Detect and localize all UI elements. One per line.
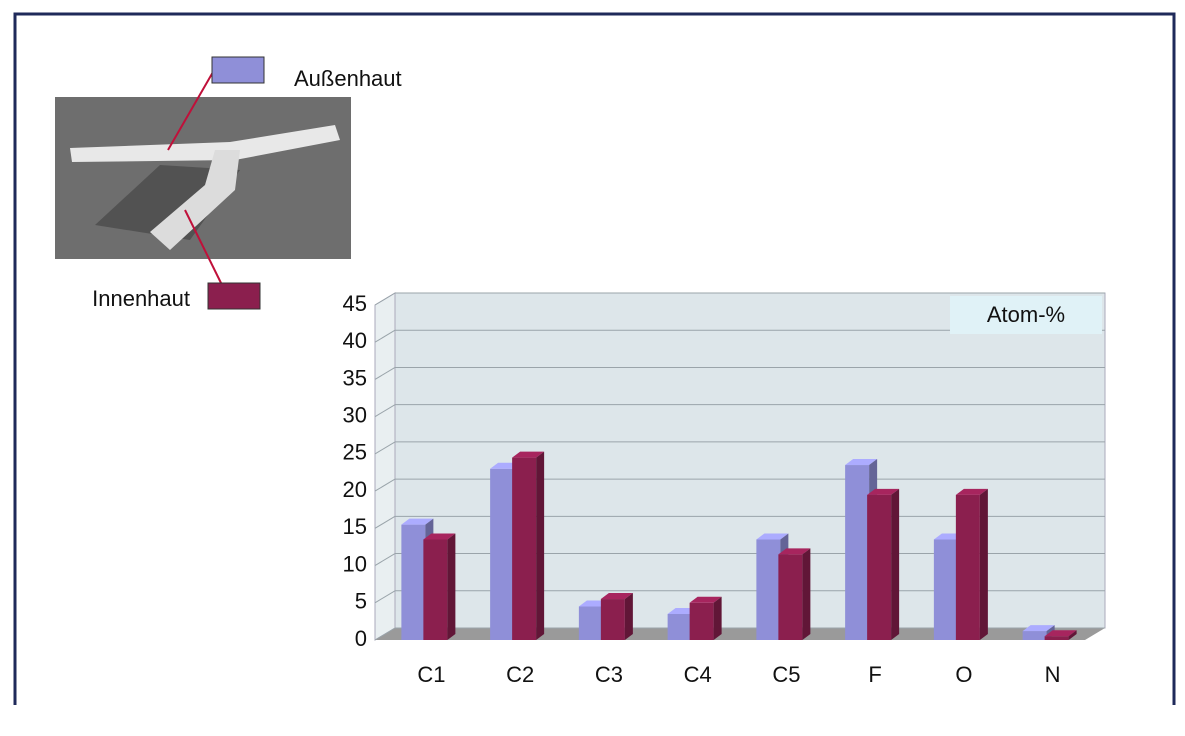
bar-side (891, 488, 900, 640)
legend-swatch (207, 282, 261, 310)
bar-top (401, 518, 434, 525)
floor (375, 628, 1105, 640)
x-tick-label: O (955, 662, 972, 687)
bar-side (1068, 630, 1077, 640)
bar-side (802, 548, 811, 640)
bar-side (979, 488, 988, 640)
bar (955, 494, 980, 640)
bar-side (624, 593, 633, 640)
bar (845, 465, 870, 640)
bar (756, 539, 781, 640)
bar (1044, 636, 1069, 640)
bar-top (845, 459, 878, 466)
unit-box (950, 296, 1102, 334)
bar (778, 554, 803, 640)
side-wall (374, 292, 396, 641)
bar-top (600, 593, 633, 600)
bar (423, 539, 448, 640)
bar (512, 457, 537, 640)
bar (578, 606, 603, 640)
bar-side (536, 451, 545, 640)
bar-top (1022, 625, 1055, 632)
grid-line (374, 478, 396, 492)
x-tick-label: C2 (506, 662, 534, 687)
grid-line (374, 627, 396, 641)
bar-top (689, 596, 722, 603)
legend-label: Außenhaut (294, 66, 402, 91)
legend-label: Innenhaut (92, 286, 190, 311)
y-tick-label: 25 (343, 440, 367, 465)
legend-swatch (211, 56, 265, 84)
bar-top (756, 533, 789, 540)
bar-top (1044, 630, 1077, 637)
grid-line (374, 292, 396, 306)
grid-line (374, 515, 396, 529)
y-tick-label: 20 (343, 477, 367, 502)
y-tick-label: 30 (343, 402, 367, 427)
bar-top (778, 548, 811, 555)
bar (401, 524, 426, 640)
bar (933, 539, 958, 640)
x-tick-label: C1 (417, 662, 445, 687)
bar (490, 468, 515, 640)
y-tick-label: 35 (343, 365, 367, 390)
y-tick-label: 15 (343, 514, 367, 539)
x-tick-label: N (1045, 662, 1061, 687)
bar-side (713, 596, 722, 640)
bar-side (447, 533, 456, 640)
bar (667, 613, 692, 640)
grid-line (374, 367, 396, 380)
grid-line (374, 329, 396, 343)
y-tick-label: 5 (355, 589, 367, 614)
frame (13, 12, 1176, 705)
x-tick-label: C4 (684, 662, 712, 687)
bar (1022, 631, 1047, 640)
bar (600, 599, 625, 640)
x-tick-label: C5 (772, 662, 800, 687)
grid-line (374, 404, 396, 418)
x-tick-label: F (868, 662, 881, 687)
bar-top (955, 488, 988, 495)
x-tick-label: C3 (595, 662, 623, 687)
y-axis-label: Atom-% (987, 302, 1065, 327)
grid-line (374, 553, 396, 566)
bar-top (867, 488, 900, 495)
grid-line (374, 441, 396, 455)
y-tick-label: 40 (343, 328, 367, 353)
y-tick-label: 10 (343, 551, 367, 576)
bar-top (512, 451, 545, 458)
grid-line (374, 590, 396, 604)
bar (689, 602, 714, 640)
bar-top (423, 533, 456, 540)
photo (55, 71, 351, 286)
y-tick-label: 45 (343, 291, 367, 316)
y-tick-label: 0 (355, 626, 367, 651)
bar (867, 494, 892, 640)
